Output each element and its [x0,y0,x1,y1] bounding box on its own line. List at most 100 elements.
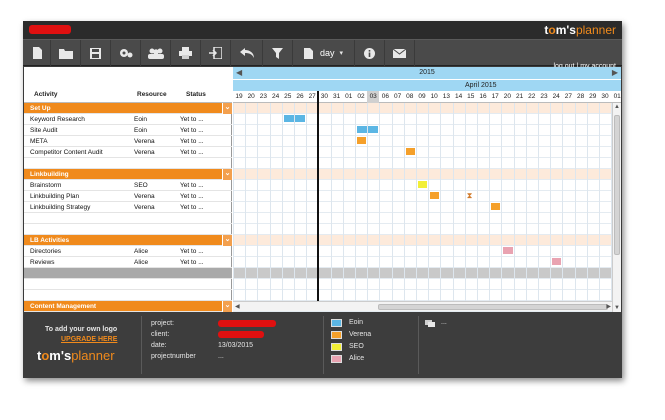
gantt-row[interactable] [233,103,621,114]
info-icon[interactable] [355,40,385,66]
grid-column-line [501,103,503,301]
gantt-row[interactable] [233,246,621,257]
chevron-down-icon[interactable]: ⌄ [222,235,232,246]
gantt-row[interactable] [233,169,621,180]
year-header: ◀ 2015 ▶ [233,67,621,79]
gantt-row[interactable] [233,235,621,246]
status-value: Yet to ... [180,259,204,266]
gantt-row[interactable] [233,213,621,224]
gantt-row[interactable]: ⧗ [233,191,621,202]
chevron-down-icon[interactable]: ⌄ [222,301,232,312]
scroll-right-arrow[interactable]: ▶ [606,304,611,310]
timeline-previous-arrow[interactable]: ◀ [236,68,243,77]
group-header[interactable]: LB Activities ⌄ [24,235,232,246]
brand-letter-o: o [548,23,556,37]
list-item[interactable]: Linkbuilding Strategy Verena Yet to ... [24,202,232,213]
open-folder-icon[interactable] [51,40,81,66]
gantt-row[interactable] [233,147,621,158]
gantt-row[interactable] [233,158,621,169]
vertical-scrollbar[interactable]: ▲ ▼ [612,103,621,312]
year-label: 2015 [419,69,435,76]
collapsed-spacer-row[interactable] [24,268,232,279]
redacted-project-name [218,320,276,327]
horizontal-scrollbar[interactable]: ◀ ▶ [233,301,613,311]
empty-row[interactable] [24,279,232,290]
list-item[interactable]: Keyword Research Eoin Yet to ... [24,114,232,125]
task-bar[interactable] [551,257,563,266]
resource-name: Eoin [134,127,148,134]
day-label: 16 [479,93,487,100]
task-bar[interactable] [356,136,368,145]
column-header-activity[interactable]: Activity [34,91,58,98]
grid-column-line [342,103,344,301]
logout-link[interactable]: log out [553,63,574,70]
list-item[interactable]: Directories Alice Yet to ... [24,246,232,257]
empty-row[interactable] [24,158,232,169]
footer-brand-letter-t: t [37,348,42,363]
upgrade-link[interactable]: UPGRADE HERE [61,336,118,343]
list-item[interactable]: Competitor Content Audit Verena Yet to ... [24,147,232,158]
save-icon[interactable] [81,40,111,66]
day-label: 30 [320,93,328,100]
chevron-down-icon[interactable]: ⌄ [222,103,232,114]
column-header-status[interactable]: Status [186,91,206,98]
task-bar[interactable] [417,180,429,189]
users-icon[interactable] [141,40,171,66]
list-item[interactable]: Reviews Alice Yet to ... [24,257,232,268]
list-item[interactable]: Linkbuilding Plan Verena Yet to ... [24,191,232,202]
chevron-down-icon[interactable]: ⌄ [222,169,232,180]
gantt-row[interactable] [233,180,621,191]
list-item[interactable]: META Verena Yet to ... [24,136,232,147]
gantt-row[interactable] [233,268,621,279]
day-label: 08 [406,93,414,100]
date-value: 13/03/2015 [218,342,254,349]
my-account-link[interactable]: my account [580,63,616,70]
milestone-icon[interactable]: ⧗ [466,191,473,200]
activity-name: Linkbuilding Plan [30,193,80,200]
gantt-row[interactable] [233,279,621,290]
legend-label: SEO [349,343,364,350]
gantt-row[interactable] [233,224,621,235]
settings-icon[interactable] [111,40,141,66]
group-header[interactable]: Linkbuilding ⌄ [24,169,232,180]
projectnumber-label: projectnumber [151,353,196,360]
gantt-row[interactable] [233,290,621,301]
horizontal-scroll-thumb[interactable] [378,304,608,310]
task-bar[interactable] [429,191,441,200]
timeline-next-arrow[interactable]: ▶ [611,68,618,77]
status-value: Yet to ... [180,138,204,145]
vertical-scroll-thumb[interactable] [614,115,620,255]
footer-brand-word-planner: planner [71,348,115,363]
list-item[interactable]: Site Audit Eoin Yet to ... [24,125,232,136]
task-bar[interactable] [502,246,514,255]
export-icon[interactable] [201,40,231,66]
empty-row[interactable] [24,290,232,301]
group-header[interactable]: Set Up ⌄ [24,103,232,114]
view-scale-select[interactable]: day ▾ [293,40,355,66]
list-item[interactable]: Brainstorm SEO Yet to ... [24,180,232,191]
scroll-up-arrow[interactable]: ▲ [614,104,620,110]
group-header[interactable]: Content Management ⌄ [24,301,232,312]
print-icon[interactable] [171,40,201,66]
new-file-icon[interactable] [23,40,51,66]
empty-row[interactable] [24,224,232,235]
footer-divider [141,316,142,374]
undo-icon[interactable] [231,40,263,66]
column-header-resource[interactable]: Resource [137,91,167,98]
day-label: 14 [454,93,463,100]
month-header: April 2015 [233,79,621,91]
mail-icon[interactable] [385,40,415,66]
task-bar[interactable] [490,202,502,211]
filter-icon[interactable] [263,40,293,66]
gantt-row[interactable] [233,202,621,213]
scroll-down-arrow[interactable]: ▼ [614,305,620,311]
task-bar[interactable] [404,147,416,156]
scroll-left-arrow[interactable]: ◀ [235,304,240,310]
gantt-row[interactable] [233,257,621,268]
activity-name: Site Audit [30,127,58,134]
day-label: 26 [296,93,304,100]
gantt-row[interactable] [233,136,621,147]
legend-label: Alice [349,355,365,362]
toolbar: day ▾ log out | my account [23,39,622,80]
empty-row[interactable] [24,213,232,224]
